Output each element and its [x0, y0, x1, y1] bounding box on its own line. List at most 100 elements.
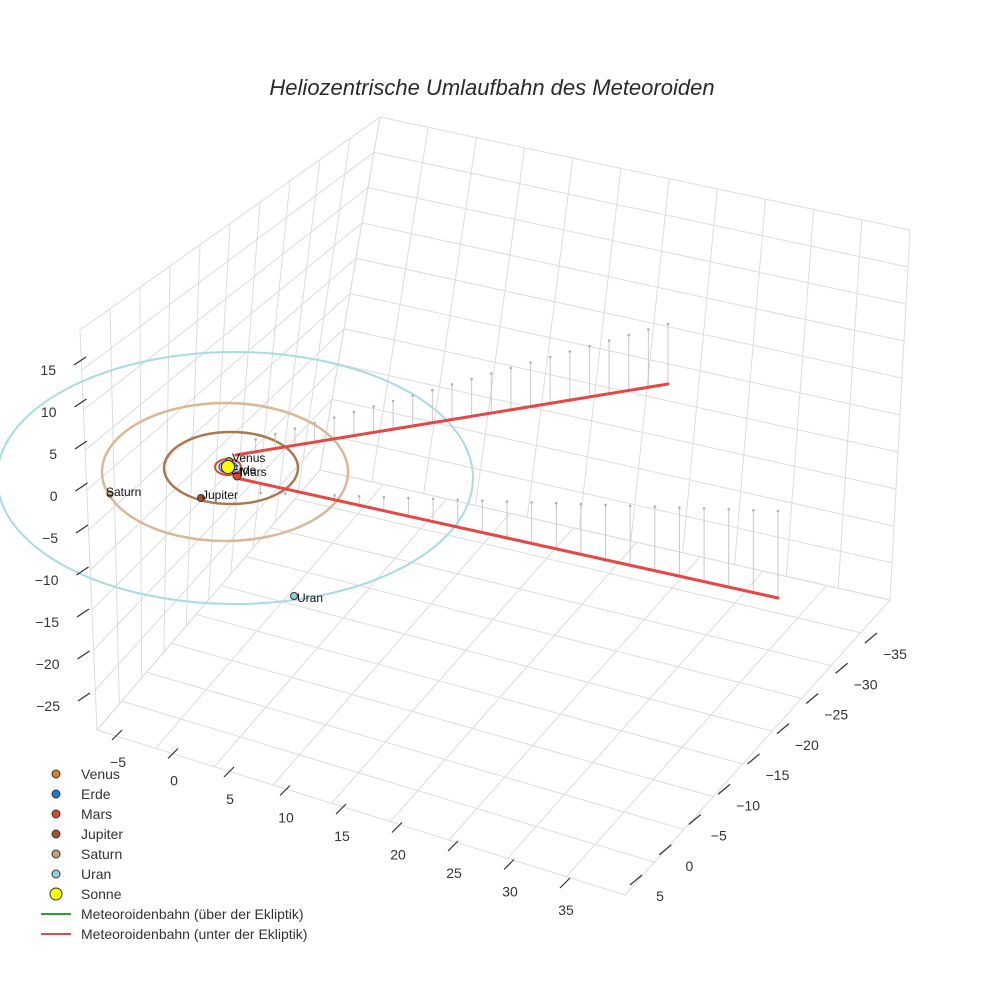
x-tick-label: 35	[558, 902, 574, 918]
z-tick-label: −5	[42, 530, 58, 546]
legend-label-jupiter: Jupiter	[81, 826, 123, 842]
grid-line	[121, 700, 655, 863]
legend-marker-saturn	[51, 849, 61, 859]
drop-marker	[273, 432, 277, 436]
drop-marker	[481, 499, 484, 502]
orbit-saturn	[100, 401, 350, 543]
drop-marker	[702, 507, 706, 510]
grid-line	[565, 585, 828, 877]
drop-marker	[579, 502, 583, 506]
drop-marker	[259, 491, 262, 495]
z-tick-mark	[73, 356, 87, 366]
y-tick-mark	[688, 814, 702, 825]
y-tick-mark	[747, 753, 760, 765]
drop-marker	[529, 361, 532, 364]
drop-marker	[431, 388, 434, 392]
meteoroid-track-upper	[234, 382, 670, 457]
x-tick-mark	[279, 785, 291, 796]
drop-marker	[727, 507, 731, 511]
y-tick-label: −35	[883, 646, 907, 662]
grid-line	[96, 469, 321, 731]
x-tick-label: 0	[170, 773, 178, 789]
drop-marker	[450, 383, 454, 386]
y-tick-label: 5	[656, 888, 664, 904]
x-tick-label: 5	[226, 791, 234, 807]
body-label-jupiter: Jupiter	[202, 488, 238, 502]
chart-title: Heliozentrische Umlaufbahn des Meteoroid…	[269, 75, 714, 100]
drop-marker	[313, 421, 316, 425]
y-tick-label: −5	[711, 828, 727, 844]
z-tick-label: −10	[35, 572, 59, 588]
z-tick-label: 10	[41, 404, 57, 420]
legend-label-uran: Uran	[81, 866, 111, 882]
grid-line	[155, 484, 384, 749]
axis-ticks: −25−20−15−10−5051015−505101520253035−35−…	[35, 356, 907, 918]
drop-marker	[604, 503, 607, 507]
y-tick-mark	[864, 632, 878, 644]
legend: Venus Erde Mars Jupiter Saturn Uran Sonne Meteo…	[41, 766, 307, 942]
z-tick-label: 5	[49, 446, 57, 462]
drop-marker	[752, 508, 755, 512]
drop-marker	[352, 410, 356, 414]
legend-label-sonne: Sonne	[81, 886, 122, 902]
x-tick-label: 25	[446, 865, 462, 881]
grid-line	[84, 222, 363, 451]
legend-label-saturn: Saturn	[81, 846, 122, 862]
y-tick-mark	[835, 662, 849, 674]
drop-marker	[333, 494, 336, 497]
grid-line	[331, 398, 895, 527]
drop-marker	[372, 405, 375, 408]
legend-label-mars: Mars	[81, 806, 112, 822]
y-tick-mark	[717, 783, 731, 795]
drop-marker	[411, 394, 415, 397]
meteoroid-track-lower	[234, 476, 780, 600]
drop-marker	[607, 339, 611, 342]
drop-marker	[293, 427, 297, 430]
grid-line	[94, 434, 327, 691]
y-tick-mark	[629, 874, 643, 886]
legend-marker-sonne	[49, 887, 63, 901]
drop-marker	[509, 366, 513, 370]
grid-line	[319, 469, 891, 601]
y-tick-mark	[658, 844, 672, 856]
grid-line	[213, 498, 448, 767]
body-uran	[290, 592, 298, 600]
grid-line	[91, 363, 339, 611]
z-tick-label: −25	[36, 698, 60, 714]
grid-line	[220, 585, 773, 732]
grid-line	[361, 222, 905, 342]
grid-line	[270, 527, 832, 667]
z-tick-mark	[77, 650, 90, 660]
drop-marker	[776, 509, 780, 513]
x-tick-mark	[223, 766, 235, 778]
x-tick-mark	[559, 877, 571, 889]
legend-marker-jupiter	[51, 829, 61, 839]
y-tick-label: 0	[685, 858, 693, 874]
grid-line	[295, 498, 861, 634]
grid-line	[83, 187, 369, 411]
body-saturn	[106, 490, 114, 498]
grid-line	[507, 570, 764, 859]
x-tick-mark	[167, 748, 179, 759]
drop-marker	[548, 355, 552, 359]
drop-marker	[666, 322, 670, 326]
legend-marker-erde	[51, 789, 61, 799]
grid-line	[96, 729, 626, 896]
grid-line	[448, 556, 701, 841]
x-tick-mark	[111, 729, 123, 741]
legend-label-upper: Meteoroidenbahn (über der Ekliptik)	[81, 906, 304, 922]
z-tick-mark	[75, 524, 89, 534]
x-tick-mark	[447, 840, 459, 852]
body-label-uran: Uran	[297, 591, 323, 605]
drop-marker	[407, 496, 410, 500]
grid-line	[367, 187, 907, 305]
grid-line	[171, 642, 714, 798]
drop-marker	[554, 501, 558, 505]
grid-line	[349, 293, 901, 416]
x-tick-label: 10	[278, 810, 294, 826]
grid-line	[79, 116, 381, 331]
axis-grid	[79, 116, 911, 896]
grid-line	[325, 434, 893, 564]
grid-line	[81, 151, 375, 371]
